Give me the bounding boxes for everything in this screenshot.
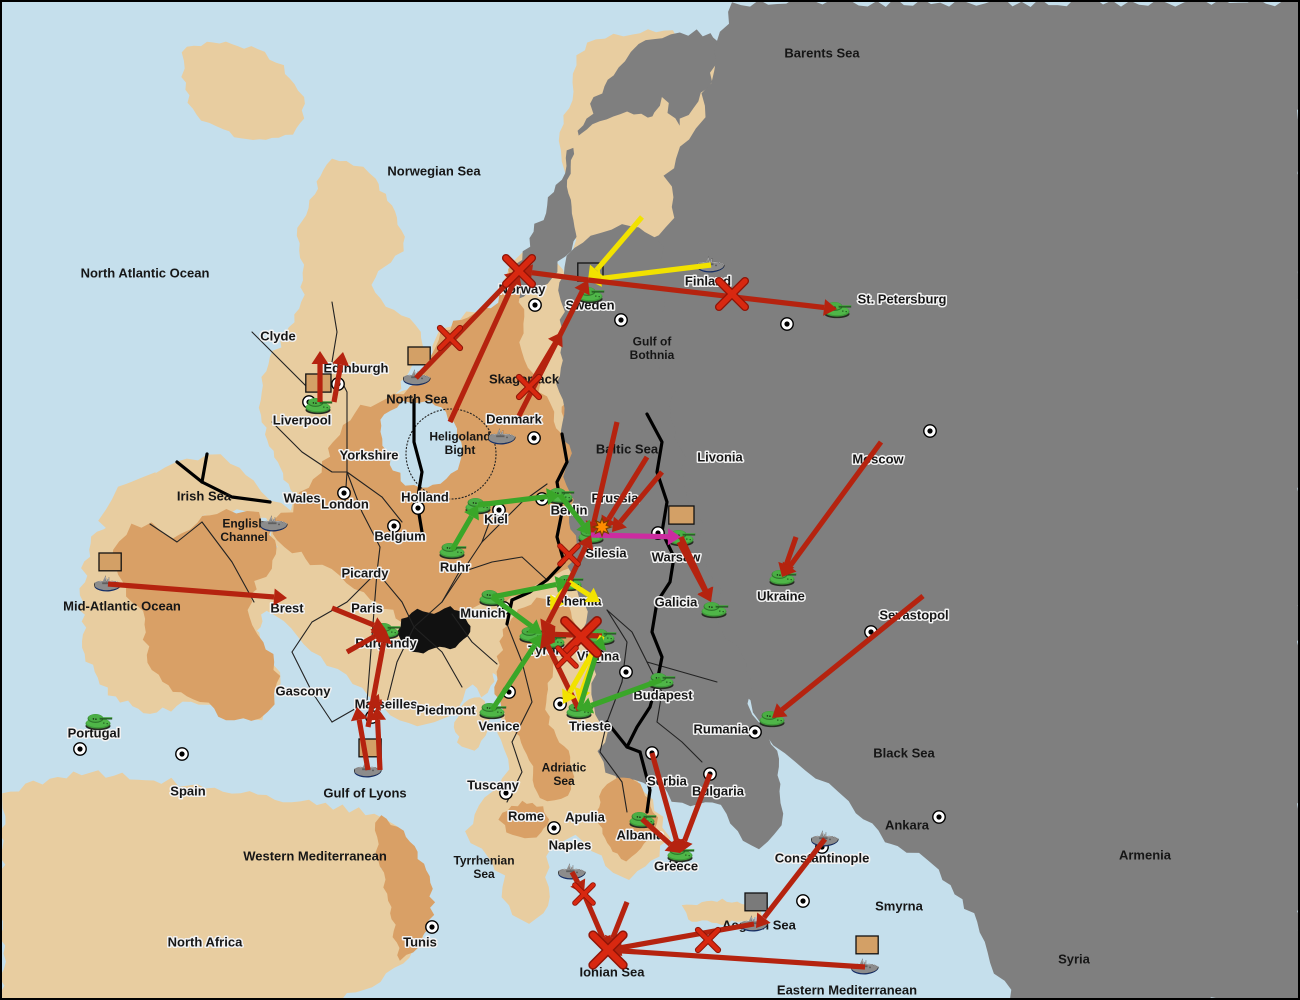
- svg-text:London: London: [321, 497, 369, 512]
- svg-text:Picardy: Picardy: [342, 566, 390, 581]
- svg-text:Trieste: Trieste: [569, 719, 611, 734]
- svg-text:Bight: Bight: [445, 443, 476, 457]
- svg-text:Sea: Sea: [473, 867, 495, 881]
- svg-text:North Atlantic Ocean: North Atlantic Ocean: [81, 266, 210, 281]
- svg-text:Naples: Naples: [549, 838, 592, 853]
- svg-text:North Sea: North Sea: [386, 392, 448, 407]
- svg-text:Yorkshire: Yorkshire: [339, 448, 398, 463]
- svg-text:Tunis: Tunis: [403, 935, 437, 950]
- svg-text:Piedmont: Piedmont: [416, 703, 476, 718]
- svg-text:English: English: [222, 517, 265, 531]
- svg-text:Black Sea: Black Sea: [873, 746, 935, 761]
- svg-text:Sea: Sea: [553, 774, 575, 788]
- svg-text:Spain: Spain: [170, 784, 205, 799]
- svg-text:Ruhr: Ruhr: [440, 560, 470, 575]
- svg-text:Baltic Sea: Baltic Sea: [596, 442, 659, 457]
- svg-text:Bothnia: Bothnia: [630, 348, 675, 362]
- svg-text:Galicia: Galicia: [655, 595, 698, 610]
- svg-text:Paris: Paris: [351, 601, 383, 616]
- svg-text:Livonia: Livonia: [697, 450, 743, 465]
- svg-text:Channel: Channel: [220, 530, 267, 544]
- svg-text:St. Petersburg: St. Petersburg: [858, 292, 947, 307]
- svg-text:Tyrrhenian: Tyrrhenian: [453, 854, 514, 868]
- svg-text:Denmark: Denmark: [486, 412, 542, 427]
- svg-text:Mid-Atlantic Ocean: Mid-Atlantic Ocean: [63, 599, 181, 614]
- svg-text:Serbia: Serbia: [647, 774, 688, 789]
- svg-text:Rome: Rome: [508, 809, 544, 824]
- svg-text:Tuscany: Tuscany: [467, 778, 520, 793]
- svg-text:Apulia: Apulia: [565, 810, 605, 825]
- svg-text:Venice: Venice: [478, 719, 519, 734]
- svg-text:Gascony: Gascony: [276, 684, 332, 699]
- svg-text:Adriatic: Adriatic: [542, 761, 587, 775]
- svg-text:Kiel: Kiel: [484, 512, 508, 527]
- svg-text:Western Mediterranean: Western Mediterranean: [243, 849, 387, 864]
- svg-text:Smyrna: Smyrna: [875, 899, 923, 914]
- svg-text:Marseilles: Marseilles: [355, 697, 418, 712]
- svg-text:Irish Sea: Irish Sea: [177, 489, 232, 504]
- svg-text:Holland: Holland: [401, 490, 449, 505]
- svg-text:Armenia: Armenia: [1119, 848, 1172, 863]
- svg-text:Moscow: Moscow: [852, 452, 904, 467]
- svg-text:Rumania: Rumania: [694, 722, 750, 737]
- svg-text:Clyde: Clyde: [260, 329, 295, 344]
- svg-text:Constantinople: Constantinople: [775, 851, 870, 866]
- svg-text:Eastern Mediterranean: Eastern Mediterranean: [777, 983, 917, 998]
- svg-text:Gulf of Lyons: Gulf of Lyons: [323, 786, 406, 801]
- svg-text:Belgium: Belgium: [374, 529, 425, 544]
- svg-text:Liverpool: Liverpool: [273, 413, 332, 428]
- svg-text:North Africa: North Africa: [168, 935, 243, 950]
- svg-text:Barents Sea: Barents Sea: [784, 46, 860, 61]
- svg-text:Norwegian Sea: Norwegian Sea: [387, 164, 481, 179]
- svg-text:Budapest: Budapest: [633, 688, 693, 703]
- svg-text:Ukraine: Ukraine: [757, 589, 805, 604]
- svg-text:Syria: Syria: [1058, 952, 1091, 967]
- svg-text:Ankara: Ankara: [885, 818, 930, 833]
- svg-text:Munich: Munich: [460, 606, 506, 621]
- svg-text:Wales: Wales: [283, 491, 320, 506]
- svg-text:Gulf of: Gulf of: [633, 335, 673, 349]
- svg-text:Heligoland: Heligoland: [429, 430, 490, 444]
